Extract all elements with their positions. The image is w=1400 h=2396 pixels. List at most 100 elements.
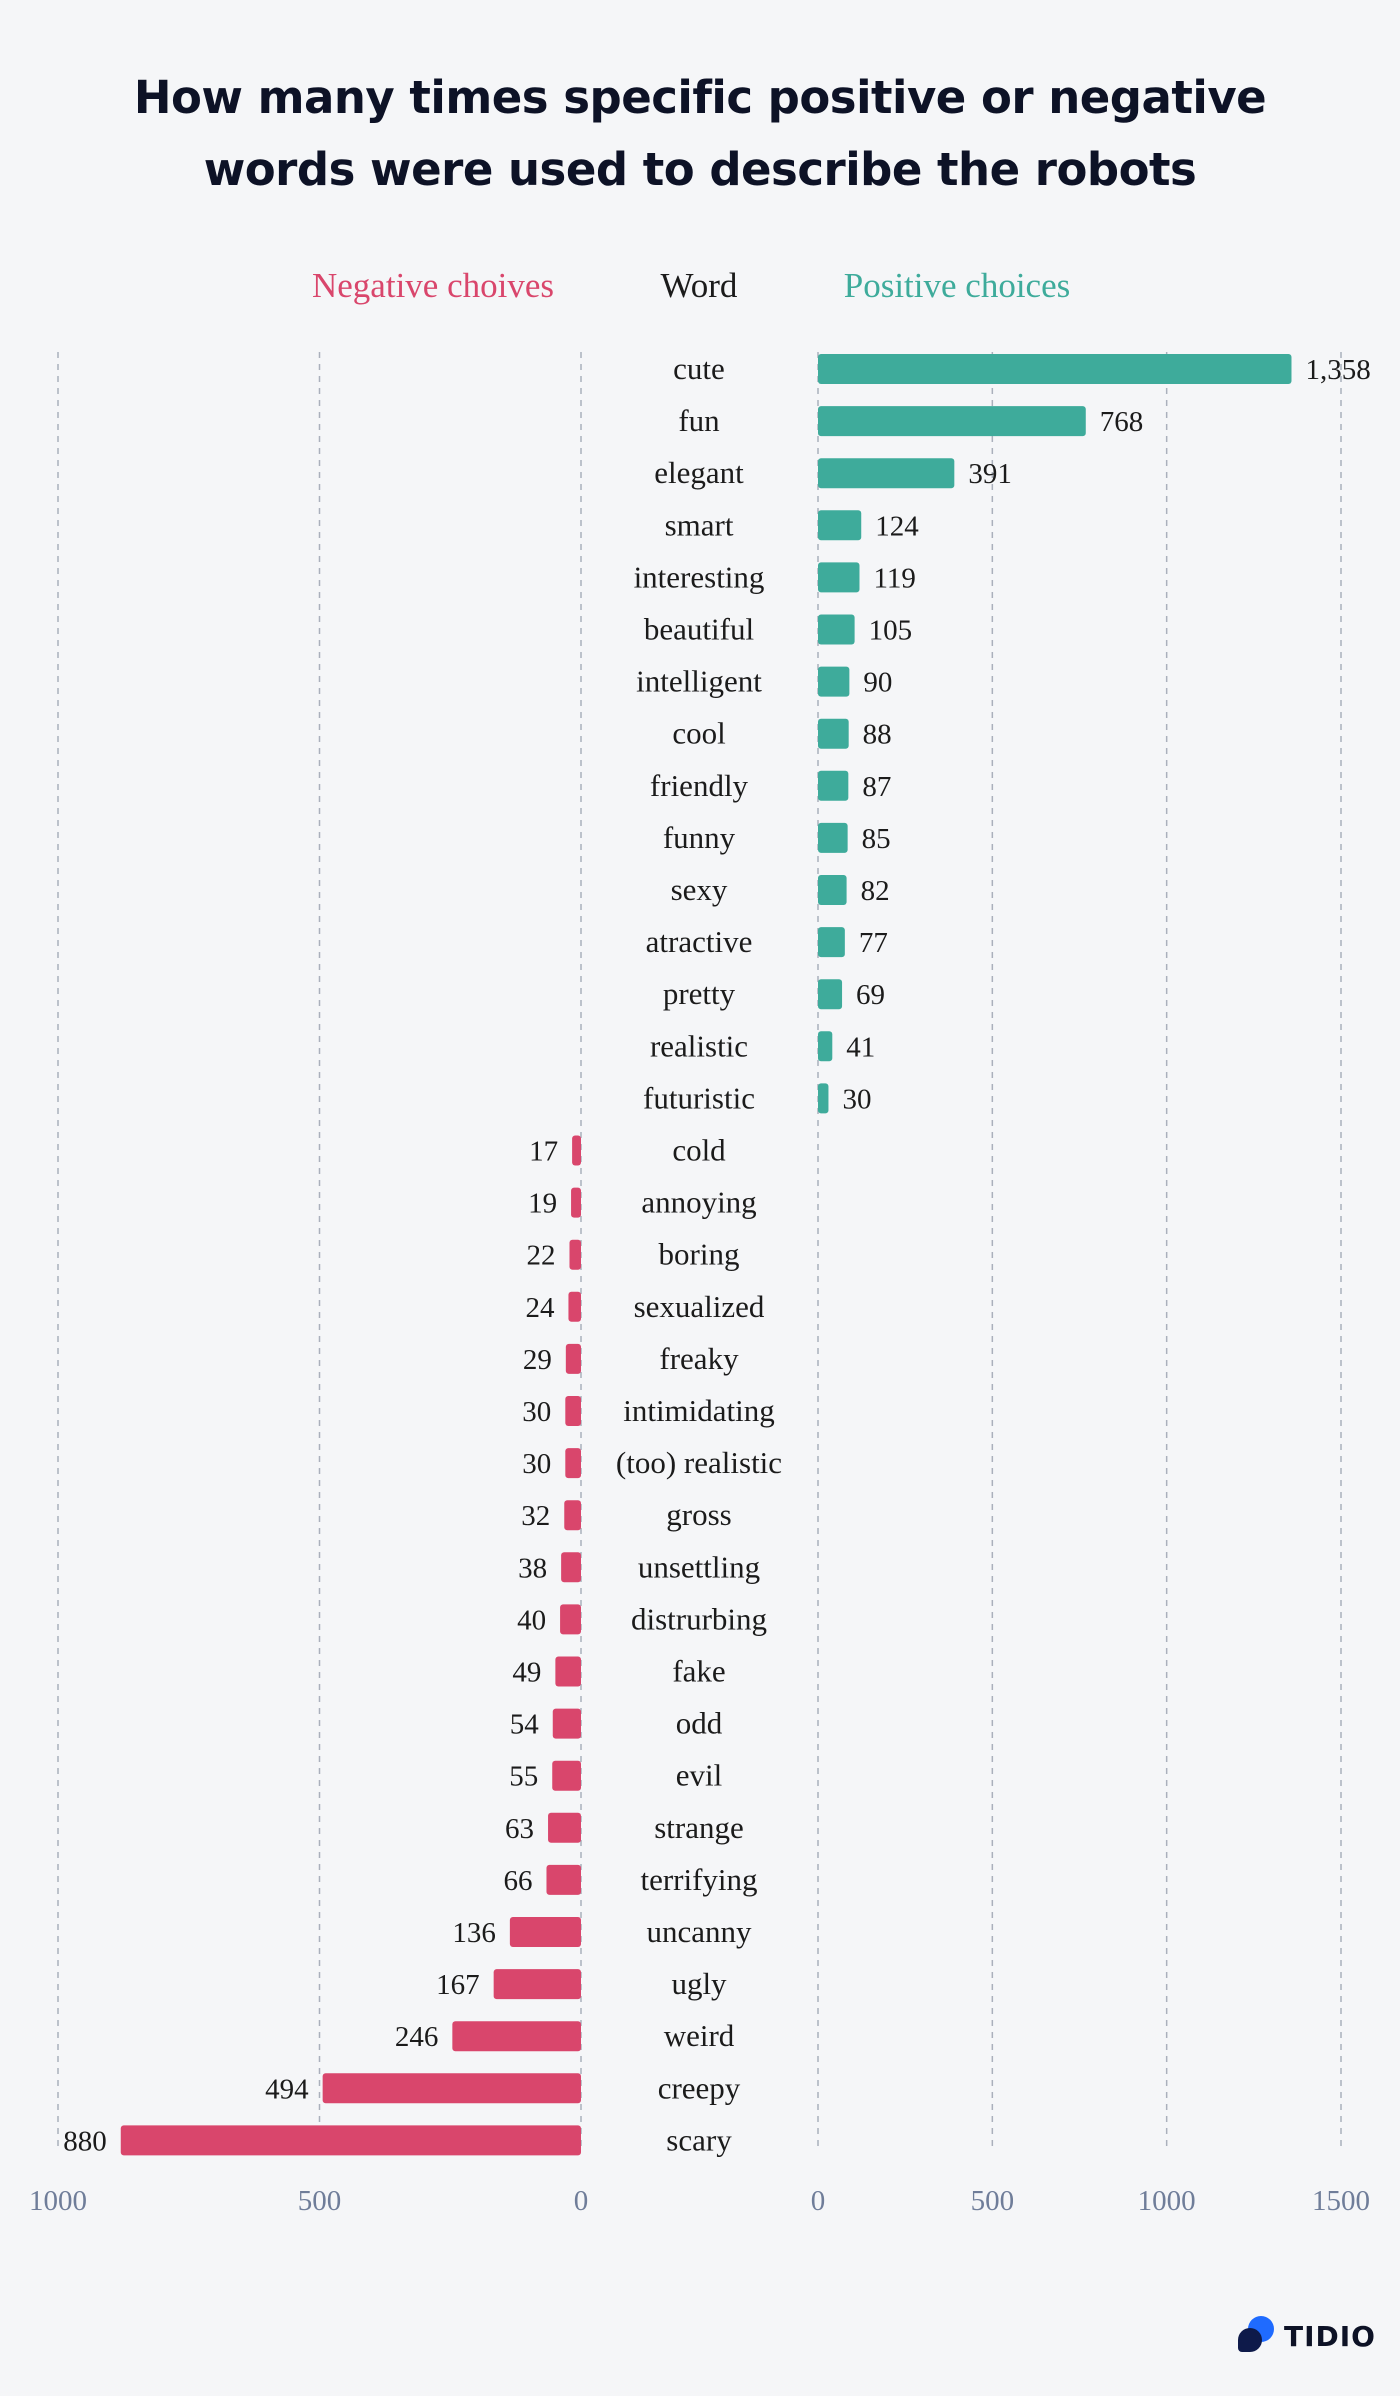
- positive-bar: [818, 354, 1292, 384]
- positive-bar: [818, 406, 1086, 437]
- positive-axis-tick-label: 1500: [1312, 2185, 1370, 2217]
- chart-row: annoying 19: [528, 1185, 757, 1220]
- negative-header: Negative choives: [312, 266, 554, 305]
- word-label: weird: [664, 2018, 735, 2053]
- negative-bar: [548, 1812, 581, 1843]
- positive-bar: [818, 1083, 829, 1114]
- positive-axis-tick-label: 1000: [1138, 2185, 1196, 2217]
- word-label: strange: [654, 1810, 744, 1845]
- positive-value-label: 87: [862, 771, 891, 803]
- chart-row: beautiful 105: [644, 612, 912, 647]
- negative-bar: [572, 1135, 581, 1166]
- negative-bar: [452, 2021, 581, 2052]
- word-label: cold: [672, 1133, 726, 1168]
- negative-value-label: 29: [523, 1344, 552, 1376]
- word-label: annoying: [641, 1185, 756, 1220]
- positive-axis-tick-label: 500: [971, 2185, 1015, 2217]
- negative-value-label: 32: [521, 1500, 550, 1532]
- negative-value-label: 246: [395, 2021, 439, 2053]
- negative-value-label: 494: [265, 2073, 309, 2105]
- negative-bar: [564, 1500, 581, 1531]
- logo-text: TIDIO: [1284, 2319, 1376, 2353]
- chart-row: sexualized 24: [525, 1289, 764, 1324]
- chart-title-line-1: How many times specific positive or nega…: [133, 71, 1267, 124]
- word-label: unsettling: [638, 1549, 760, 1584]
- negative-value-label: 22: [526, 1240, 555, 1272]
- positive-value-label: 30: [842, 1083, 871, 1115]
- positive-value-label: 82: [861, 875, 890, 907]
- positive-value-label: 1,358: [1305, 354, 1370, 386]
- negative-bar: [120, 2125, 581, 2156]
- negative-bar: [552, 1708, 581, 1739]
- chart-row: boring 22: [526, 1237, 739, 1272]
- word-label: terrifying: [640, 1862, 757, 1897]
- positive-bar: [818, 718, 849, 749]
- word-label: intimidating: [623, 1393, 775, 1428]
- chart-row: sexy 82: [671, 872, 890, 907]
- word-label: cute: [673, 351, 725, 386]
- negative-value-label: 55: [509, 1761, 538, 1793]
- positive-bar: [818, 666, 850, 697]
- negative-bar: [571, 1187, 581, 1218]
- word-label: friendly: [650, 768, 749, 803]
- word-header: Word: [661, 266, 738, 305]
- positive-bar: [818, 822, 848, 853]
- chart-row: pretty 69: [663, 976, 885, 1011]
- word-label: intelligent: [636, 664, 762, 699]
- negative-bar: [560, 1604, 581, 1635]
- negative-value-label: 63: [505, 1813, 534, 1845]
- negative-bar: [322, 2073, 581, 2104]
- positive-header: Positive choices: [844, 266, 1071, 305]
- word-label: elegant: [654, 455, 744, 490]
- chart-row: odd 54: [510, 1706, 723, 1741]
- negative-bar: [565, 1396, 581, 1426]
- negative-value-label: 17: [529, 1136, 558, 1168]
- word-label: atractive: [646, 924, 753, 959]
- chart-row: fake 49: [512, 1654, 725, 1689]
- chart-row: evil 55: [509, 1758, 722, 1793]
- word-label: futuristic: [643, 1080, 755, 1115]
- chart-row: strange 63: [505, 1810, 744, 1845]
- chart-row: elegant 391: [654, 455, 1012, 490]
- negative-bar: [555, 1656, 581, 1687]
- positive-value-label: 391: [968, 458, 1012, 490]
- word-label: creepy: [658, 2070, 741, 2105]
- negative-value-label: 66: [503, 1865, 532, 1897]
- bar-rows: cute 1,358 fun 768 elegant 391 smart 124 interes…: [63, 351, 1370, 2157]
- negative-value-label: 30: [522, 1448, 551, 1480]
- negative-value-label: 167: [436, 1969, 480, 2001]
- negative-bar: [568, 1291, 581, 1322]
- word-label: (too) realistic: [616, 1445, 782, 1480]
- negative-value-label: 880: [63, 2125, 107, 2157]
- chart-row: cool 88: [672, 716, 891, 751]
- negative-value-label: 49: [512, 1657, 541, 1689]
- positive-value-label: 119: [873, 562, 915, 594]
- chart-row: cute 1,358: [673, 351, 1371, 386]
- chart-row: friendly 87: [650, 768, 891, 803]
- positive-axis-tick-label: 0: [811, 2185, 826, 2217]
- word-label: distrurbing: [631, 1601, 767, 1636]
- negative-value-label: 40: [517, 1604, 546, 1636]
- word-label: freaky: [659, 1341, 739, 1376]
- word-label: fake: [672, 1654, 725, 1689]
- negative-bar: [569, 1239, 581, 1270]
- negative-value-label: 54: [510, 1709, 540, 1741]
- negative-value-label: 19: [528, 1188, 557, 1220]
- positive-value-label: 77: [859, 927, 888, 959]
- word-label: gross: [666, 1497, 731, 1532]
- chart-row: terrifying 66: [503, 1862, 757, 1897]
- positive-bar: [818, 1031, 833, 1062]
- word-label: sexualized: [634, 1289, 765, 1324]
- chart-row: unsettling 38: [518, 1549, 760, 1584]
- positive-bar: [818, 614, 855, 645]
- word-label: scary: [666, 2122, 732, 2157]
- chart-row: realistic 41: [650, 1028, 875, 1063]
- word-label: funny: [663, 820, 736, 855]
- chart-row: creepy 494: [265, 2070, 741, 2105]
- positive-bar: [818, 458, 955, 489]
- negative-axis-tick-label: 500: [298, 2185, 342, 2217]
- word-label: cool: [672, 716, 725, 751]
- negative-value-label: 30: [522, 1396, 551, 1428]
- negative-value-label: 136: [452, 1917, 496, 1949]
- positive-value-label: 88: [863, 719, 892, 751]
